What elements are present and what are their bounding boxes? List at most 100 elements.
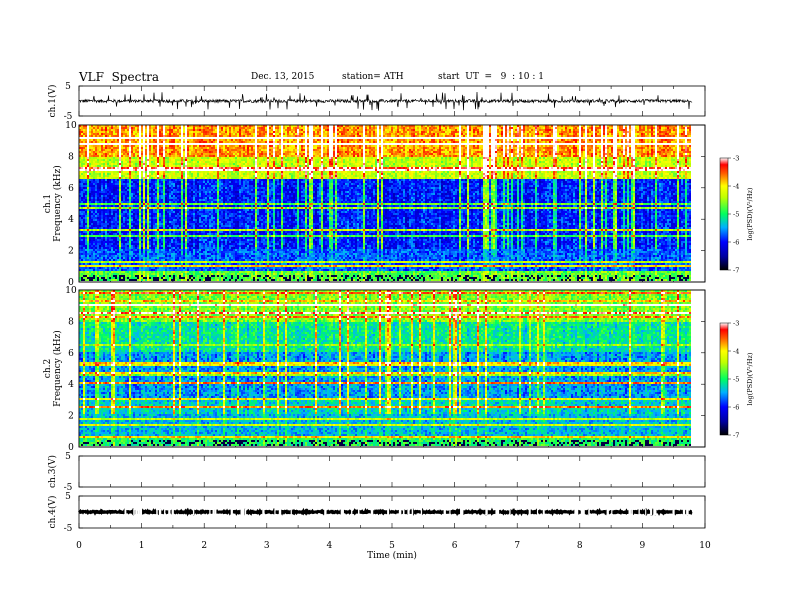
waveform-gap	[133, 509, 135, 515]
waveform-gap	[638, 509, 639, 515]
y-tick-label: 5	[65, 452, 71, 462]
waveform-gap	[574, 509, 576, 515]
waveform-gap	[274, 509, 275, 515]
x-tick-label: 7	[514, 541, 520, 551]
waveform-gap	[485, 509, 487, 515]
waveform-gap	[631, 509, 633, 515]
waveform-gap	[135, 509, 137, 515]
y-axis-label: ch.4(V)	[47, 496, 58, 529]
waveform-gap	[650, 509, 652, 515]
y-tick-label: 6	[68, 349, 74, 359]
waveform-gap	[245, 509, 246, 515]
waveform-gap	[172, 509, 174, 515]
waveform-gap	[140, 509, 142, 515]
x-tick-label: 1	[139, 541, 145, 551]
waveform-gap	[231, 509, 233, 515]
x-tick-label: 9	[640, 541, 646, 551]
y-tick-label: 2	[68, 247, 74, 257]
waveform-gap	[683, 509, 685, 515]
panel-ch1-waveform: 5-5ch.1(V)	[47, 82, 705, 122]
waveform-gap	[159, 509, 161, 515]
waveform-gap	[692, 509, 693, 515]
colorbar	[720, 158, 728, 270]
y-tick-label: 4	[68, 380, 74, 390]
colorbar-tick-label: -3	[733, 155, 739, 163]
colorbar-tick-label: -7	[733, 432, 739, 440]
waveform-gap	[628, 509, 630, 515]
waveform-gap	[279, 509, 281, 515]
waveform-gap	[543, 509, 545, 515]
panel-ch4-waveform: 5 -5 ch.4(V)	[47, 492, 705, 534]
waveform-gap	[403, 509, 405, 515]
y-tick-label: -5	[64, 524, 73, 534]
y-tick-label: 2	[68, 412, 74, 422]
y-axis-label: ch.1	[43, 194, 53, 213]
waveform-gap	[240, 509, 242, 515]
y-tick-label: 5	[65, 82, 71, 92]
y-axis-label: ch.2	[43, 359, 53, 378]
waveform-gap	[449, 509, 450, 515]
waveform-gap	[611, 509, 612, 515]
colorbar-tick-label: -4	[733, 183, 739, 191]
waveform-gap	[421, 509, 422, 515]
colorbar-tick-label: -4	[733, 348, 739, 356]
waveform-gap	[371, 509, 373, 515]
waveform-gap	[672, 509, 674, 515]
colorbar-tick-label: -6	[733, 404, 739, 412]
waveform-gap	[607, 509, 609, 515]
y-tick-label: 5	[65, 492, 71, 502]
x-tick-label: 2	[201, 541, 207, 551]
waveform-gap	[388, 509, 389, 515]
waveform-series	[79, 92, 692, 111]
y-axis-label: ch.3(V)	[47, 455, 58, 488]
x-tick-label: 8	[577, 541, 583, 551]
waveform-gap	[358, 509, 360, 515]
x-tick-label: 0	[76, 541, 82, 551]
x-axis-label: Time (min)	[367, 550, 417, 561]
y-tick-label: 10	[65, 286, 77, 296]
waveform-series	[79, 511, 692, 512]
waveform-gap	[168, 509, 170, 515]
waveform-gap	[193, 509, 194, 515]
y-axis-label: Frequency (kHz)	[52, 165, 63, 242]
waveform-gap	[444, 509, 446, 515]
waveform-gap	[215, 509, 217, 515]
waveform-gap	[351, 509, 352, 515]
x-tick-label: 10	[699, 541, 711, 551]
waveform-gap	[653, 509, 655, 515]
colorbar-label: log(PSD)(V²/Hz)	[746, 187, 754, 240]
waveform-gap	[497, 509, 499, 515]
waveform-gap	[588, 509, 590, 515]
spectrogram-cells	[79, 125, 691, 281]
waveform-gap	[164, 509, 165, 515]
y-axis-label: Frequency (kHz)	[52, 330, 63, 407]
waveform-gap	[209, 509, 210, 515]
colorbar-tick-label: -5	[733, 211, 739, 219]
waveform-gap	[461, 509, 463, 515]
x-tick-label: 5	[389, 541, 395, 551]
y-tick-label: 8	[68, 317, 74, 327]
colorbar-tick-label: -7	[733, 267, 739, 275]
waveform-gap	[342, 509, 344, 515]
colorbar-tick-label: -5	[733, 376, 739, 384]
y-tick-label: 4	[68, 215, 74, 225]
colorbar	[720, 323, 728, 435]
waveform-gap	[509, 509, 510, 515]
waveform-gap	[582, 509, 584, 515]
colorbar-tick-label: -3	[733, 320, 739, 328]
waveform-gap	[262, 509, 264, 515]
waveform-gap	[213, 509, 215, 515]
x-tick-label: 6	[452, 541, 458, 551]
waveform-gap	[124, 509, 126, 515]
waveform-gap	[407, 509, 409, 515]
colorbar-label: log(PSD)(V²/Hz)	[746, 352, 754, 405]
waveform-gap	[412, 509, 413, 515]
y-tick-label: 8	[68, 152, 74, 162]
waveform-gap	[686, 509, 687, 515]
panel-ch3-waveform: 5-5ch.3(V)	[47, 452, 705, 493]
colorbar-tick-label: -6	[733, 239, 739, 247]
waveform-gap	[138, 509, 140, 515]
